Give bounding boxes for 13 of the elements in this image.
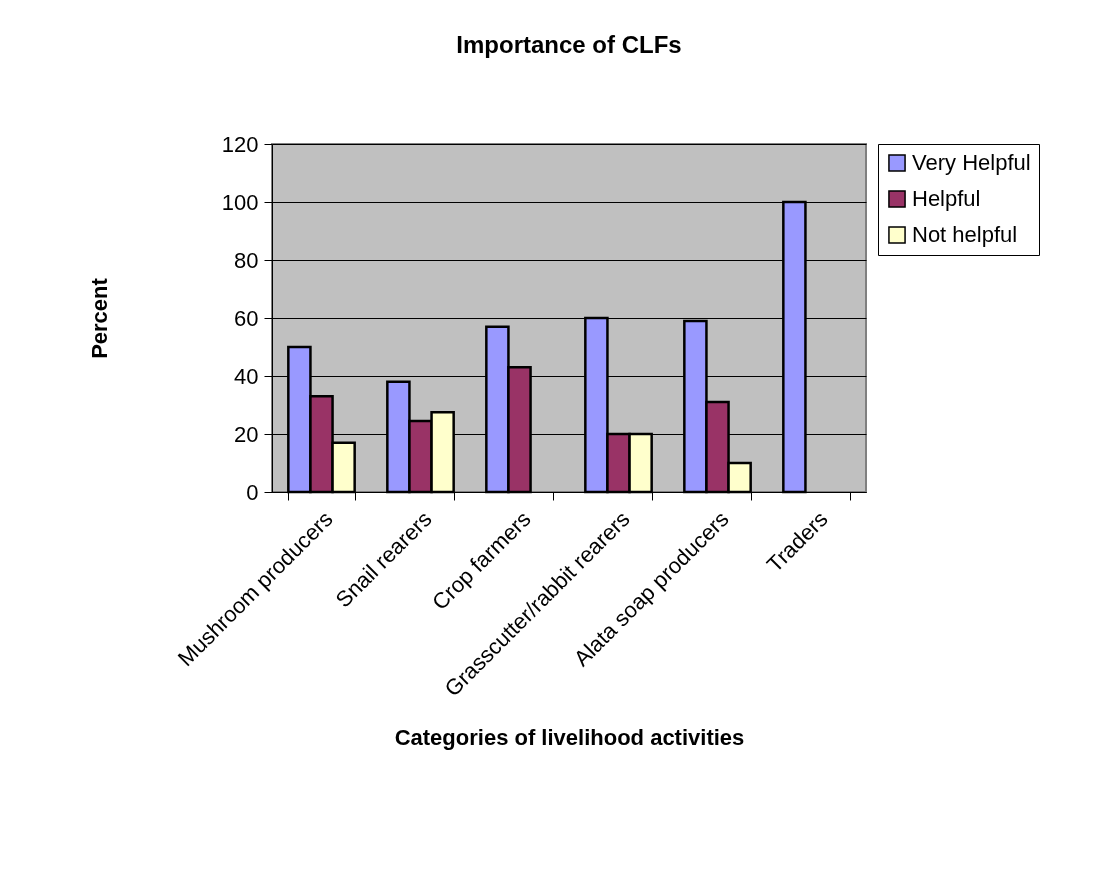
legend-label: Helpful [912, 186, 981, 211]
y-tick-label: 80 [234, 247, 259, 273]
y-axis-title: Percent [86, 277, 112, 359]
y-tick-label: 40 [234, 363, 259, 389]
y-tick-label: 60 [234, 305, 259, 331]
legend-label: Not helpful [912, 222, 1018, 247]
x-axis-title: Categories of livelihood activities [394, 724, 745, 750]
y-tick-label: 0 [246, 479, 259, 505]
chart-title: Importance of CLFs [456, 31, 682, 58]
legend-label: Very Helpful [912, 150, 1031, 175]
y-tick-label: 20 [234, 421, 259, 447]
y-tick-label: 100 [221, 189, 259, 215]
y-tick-label: 120 [221, 131, 259, 157]
